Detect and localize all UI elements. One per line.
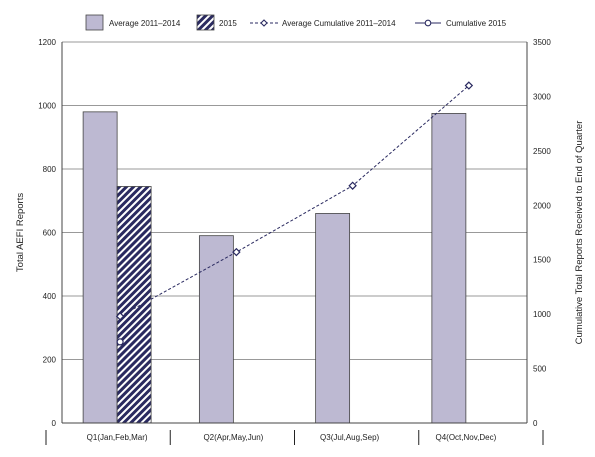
legend-label-average-2011-2014: Average 2011–2014 <box>109 19 181 28</box>
y2-tick-label: 3000 <box>533 92 551 101</box>
y-tick-label: 800 <box>43 165 57 174</box>
legend-label-average-cumulative: Average Cumulative 2011–2014 <box>282 19 396 28</box>
y2-tick-label: 0 <box>533 419 538 428</box>
x-tick-label: Q1(Jan,Feb,Mar) <box>87 433 148 442</box>
legend-label-2015: 2015 <box>219 19 237 28</box>
legend-swatch-average-2011-2014 <box>85 14 104 31</box>
legend: Average 2011–2014 2015 Average Cumulative … <box>85 14 507 31</box>
x-tick-label: Q2(Apr,May,Jun) <box>203 433 263 442</box>
legend-label-cumulative-2015: Cumulative 2015 <box>446 19 507 28</box>
point-average-cumulative <box>348 181 357 190</box>
series-lines <box>115 81 474 346</box>
y-axis-title: Total AEFI Reports <box>15 193 26 272</box>
y2-tick-label: 3500 <box>533 38 551 47</box>
point-average-cumulative <box>464 81 474 90</box>
x-tick-label: Q3(Jul,Aug,Sep) <box>320 433 379 442</box>
x-tick-label: Q4(Oct,Nov,Dec) <box>436 433 497 442</box>
y2-axis-title: Cumulative Total Reports Received to End… <box>574 121 585 345</box>
y2-tick-label: 500 <box>533 365 547 374</box>
point-cumulative-2015 <box>116 338 124 346</box>
bar-average-2011-2014-2 <box>198 235 234 424</box>
y2-tick-label: 1000 <box>533 310 551 319</box>
bar-2015-1 <box>116 186 152 424</box>
y2-tick-label: 2000 <box>533 201 551 210</box>
bar-average-2011-2014-3 <box>315 213 351 424</box>
line-average-cumulative <box>119 85 470 317</box>
y-tick-label: 1000 <box>38 102 56 111</box>
bar-average-2011-2014-1 <box>82 111 118 424</box>
y-tick-label: 400 <box>43 292 57 301</box>
legend-marker-cumulative-2015 <box>424 19 432 27</box>
legend-swatch-2015 <box>196 14 215 31</box>
y2-tick-label: 2500 <box>533 147 551 156</box>
point-average-cumulative <box>115 312 125 321</box>
y-tick-label: 200 <box>43 356 57 365</box>
bars <box>82 111 467 424</box>
axes: 0 200 400 600 800 1000 1200 0 500 1000 1500 2000 250… <box>15 38 585 445</box>
y-tick-label: 1200 <box>38 38 56 47</box>
point-average-cumulative <box>232 247 241 257</box>
legend-marker-average-cumulative <box>260 19 268 27</box>
bar-average-2011-2014-4 <box>431 113 467 424</box>
y-tick-label: 0 <box>52 419 57 428</box>
y2-tick-label: 1500 <box>533 256 551 265</box>
y-tick-label: 600 <box>43 229 57 238</box>
